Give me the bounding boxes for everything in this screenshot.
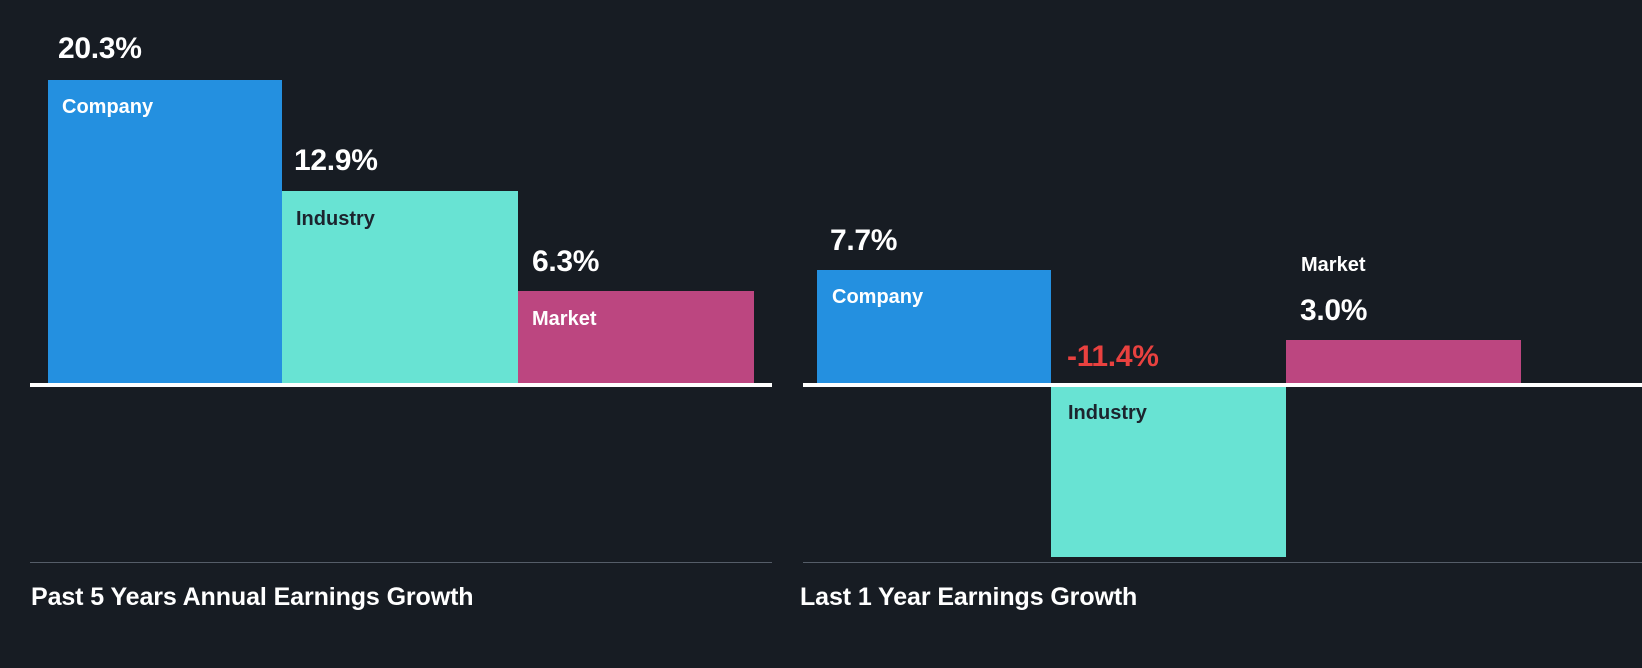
title-divider bbox=[30, 562, 772, 563]
panel-title-past-5-years: Past 5 Years Annual Earnings Growth bbox=[31, 583, 474, 611]
value-label-market: 6.3% bbox=[532, 245, 600, 278]
value-label-company: 7.7% bbox=[830, 224, 898, 257]
panel-title-last-1-year: Last 1 Year Earnings Growth bbox=[800, 583, 1138, 611]
bar-label-market: Market bbox=[532, 308, 597, 330]
title-divider bbox=[803, 562, 1642, 563]
bar-label-company: Company bbox=[832, 286, 924, 308]
bar-market[interactable] bbox=[1286, 340, 1521, 384]
bar-market[interactable] bbox=[518, 291, 754, 385]
value-label-industry: 12.9% bbox=[294, 144, 378, 177]
zero-baseline bbox=[803, 383, 1642, 387]
panel-last-1-year: 7.7% Company -11.4% Industry Market 3.0%… bbox=[800, 0, 1642, 668]
bar-label-industry: Industry bbox=[296, 208, 375, 230]
bar-industry[interactable] bbox=[1051, 387, 1286, 557]
bar-company[interactable] bbox=[48, 80, 282, 385]
value-label-company: 20.3% bbox=[58, 32, 142, 65]
zero-baseline bbox=[30, 383, 772, 387]
value-label-market: 3.0% bbox=[1300, 294, 1368, 327]
bar-company[interactable] bbox=[817, 270, 1051, 383]
panel-past-5-years: 20.3% Company 12.9% Industry 6.3% Market… bbox=[0, 0, 810, 668]
bar-label-company: Company bbox=[62, 96, 154, 118]
value-label-industry: -11.4% bbox=[1067, 340, 1159, 373]
bar-label-industry: Industry bbox=[1068, 402, 1147, 424]
bar-label-market: Market bbox=[1301, 254, 1366, 276]
bar-industry[interactable] bbox=[282, 191, 518, 385]
